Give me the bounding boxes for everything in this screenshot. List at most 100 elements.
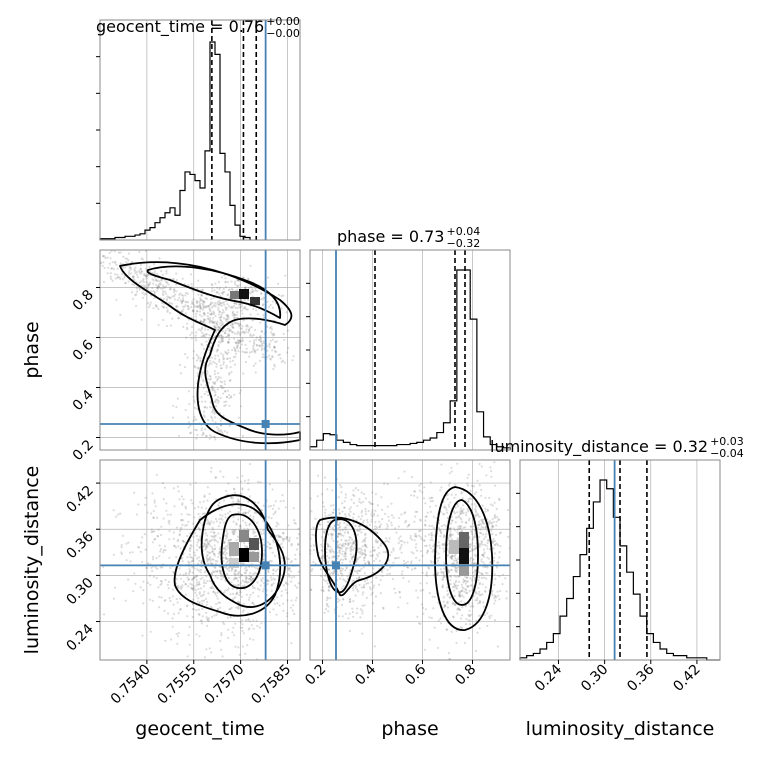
phase-distance-sample-point <box>451 555 454 558</box>
geocent-phase-sample-point <box>149 301 152 304</box>
geocent-distance-sample-point <box>232 531 235 534</box>
phase-distance-sample-point <box>481 543 484 546</box>
geocent-distance-sample-point <box>248 627 251 630</box>
phase-distance-sample-point <box>499 545 502 548</box>
phase-distance-sample-point <box>446 594 449 597</box>
geocent-distance-sample-point <box>133 491 136 494</box>
phase-distance-sample-point <box>331 489 334 492</box>
geocent-phase-sample-point <box>224 329 227 332</box>
phase-distance-sample-point <box>338 511 341 515</box>
geocent-distance-sample-point <box>184 507 187 510</box>
phase-distance-sample-point <box>349 510 352 513</box>
geocent-distance-sample-point <box>160 525 163 528</box>
geocent-distance-sample-point <box>248 596 251 599</box>
geocent-phase-sample-point <box>195 331 198 334</box>
phase-distance-sample-point <box>329 545 332 548</box>
geocent-distance-sample-point <box>230 606 233 609</box>
geocent-distance-sample-point <box>247 488 250 491</box>
geocent-phase-sample-point <box>233 321 236 324</box>
geocent-phase-sample-point <box>215 398 218 401</box>
geocent-distance-sample-point <box>219 640 222 643</box>
geocent-distance-sample-point <box>199 521 202 525</box>
x-axis-label-phase: phase <box>381 718 438 740</box>
geocent-phase-sample-point <box>187 301 190 304</box>
geocent-phase-sample-point <box>155 279 158 282</box>
geocent-distance-sample-point <box>213 570 216 574</box>
phase-distance-sample-point <box>385 539 388 542</box>
geocent-phase-sample-point <box>127 252 130 255</box>
phase-distance-sample-point <box>461 606 464 609</box>
geocent-phase-sample-point <box>238 339 241 342</box>
geocent-phase-sample-point <box>159 282 162 285</box>
geocent-phase-sample-point <box>220 334 223 337</box>
phase-distance-sample-point <box>399 547 402 551</box>
geocent-distance-sample-point <box>233 491 237 494</box>
geocent-phase-sample-point <box>231 288 234 291</box>
geocent-phase-sample-point <box>285 311 288 314</box>
geocent-distance-sample-point <box>210 573 213 576</box>
phase-distance-sample-point <box>439 622 443 625</box>
geocent-phase-sample-point <box>261 304 264 307</box>
phase-distance-sample-point <box>363 604 366 607</box>
geocent-distance-sample-point <box>205 534 208 537</box>
phase-distance-sample-point <box>479 532 482 535</box>
geocent-phase-sample-point <box>147 283 150 286</box>
geocent-distance-sample-point <box>234 584 237 587</box>
luminosity-distance-ytick-label-1: 0.30 <box>63 575 96 608</box>
phase-distance-sample-point <box>492 520 495 524</box>
phase-distance-sample-point <box>338 532 341 535</box>
phase-distance-sample-point <box>454 604 457 607</box>
geocent-phase-sample-point <box>204 333 207 336</box>
phase-ytick-label-3: 0.8 <box>70 287 97 314</box>
phase-distance-sample-point <box>371 549 374 552</box>
phase-distance-sample-point <box>443 562 446 565</box>
phase-distance-sample-point <box>449 527 453 530</box>
geocent-phase-sample-point <box>195 315 198 318</box>
geocent-distance-sample-point <box>221 655 224 658</box>
phase-distance-sample-point <box>482 554 485 557</box>
geocent-phase-sample-point <box>210 435 213 438</box>
geocent-distance-sample-point <box>244 575 247 578</box>
phase-distance-sample-point <box>346 547 349 550</box>
geocent-phase-sample-point <box>225 357 228 360</box>
geocent-phase-sample-point <box>245 347 248 350</box>
geocent-phase-sample-point <box>168 301 171 304</box>
phase-distance-sample-point <box>475 491 478 494</box>
geocent-phase-sample-point <box>213 325 216 328</box>
geocent-phase-sample-point <box>250 350 254 353</box>
geocent-distance-sample-point <box>246 569 249 572</box>
phase-distance-sample-point <box>348 536 351 539</box>
geocent-distance-sample-point <box>257 595 260 598</box>
geocent-phase-sample-point <box>224 306 227 309</box>
geocent-phase-sample-point <box>154 283 158 286</box>
phase-distance-sample-point <box>468 614 471 617</box>
phase-distance-sample-point <box>388 537 391 540</box>
phase-distance-sample-point <box>453 555 456 558</box>
phase-distance-sample-point <box>481 554 484 557</box>
phase-distance-sample-point <box>469 545 472 548</box>
phase-distance-sample-point <box>337 600 340 603</box>
geocent-distance-sample-point <box>276 602 279 605</box>
phase-distance-sample-point <box>491 518 494 521</box>
geocent-phase-sample-point <box>213 370 217 373</box>
phase-distance-sample-point <box>442 573 445 577</box>
phase-distance-sample-point <box>460 600 463 603</box>
phase-distance-sample-point <box>345 558 348 561</box>
geocent-distance-sample-point <box>217 552 220 555</box>
phase-distance-sample-point <box>422 612 425 615</box>
phase-distance-sample-point <box>443 505 446 508</box>
geocent-distance-sample-point <box>262 552 265 556</box>
geocent-phase-sample-point <box>247 331 250 334</box>
geocent-distance-sample-point <box>223 566 226 569</box>
geocent-distance-sample-point <box>245 545 248 548</box>
geocent-phase-sample-point <box>252 364 256 367</box>
geocent-phase-sample-point <box>200 373 203 376</box>
geocent-distance-sample-point <box>202 599 206 602</box>
geocent-phase-sample-point <box>229 366 232 369</box>
phase-distance-sample-point <box>364 544 367 548</box>
phase-distance-sample-point <box>344 612 347 616</box>
geocent-phase-sample-point <box>100 261 103 264</box>
geocent-distance-sample-point <box>206 545 209 548</box>
geocent-distance-sample-point <box>216 597 219 600</box>
geocent-phase-sample-point <box>240 305 244 308</box>
